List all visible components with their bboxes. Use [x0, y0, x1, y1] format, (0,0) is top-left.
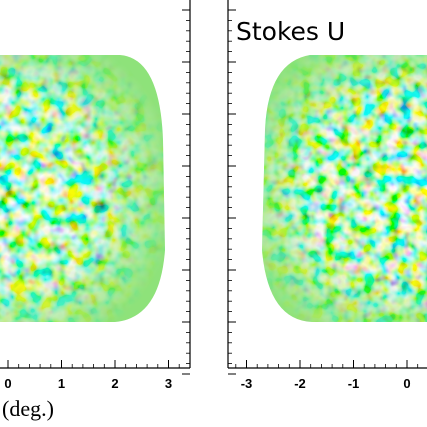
right-ticks: [228, 9, 419, 375]
x-tick-label: 2: [111, 376, 118, 391]
x-tick-label: 3: [165, 376, 172, 391]
x-tick-label: 0: [4, 376, 11, 391]
right-tick-labels: -3 -2 -1 0: [241, 376, 411, 391]
left-map-field: [0, 55, 165, 322]
left-ticks: [7, 9, 191, 375]
right-panel: [262, 55, 427, 322]
left-x-axis-label: (deg.): [2, 396, 54, 421]
left-panel: [0, 55, 165, 322]
right-panel-title: Stokes U: [236, 17, 345, 46]
x-tick-label: 0: [403, 376, 410, 391]
x-tick-label: -3: [241, 376, 253, 391]
x-tick-label: -2: [294, 376, 306, 391]
x-tick-label: 1: [58, 376, 65, 391]
left-tick-labels: 0 1 2 3: [4, 376, 172, 391]
right-map-field: [262, 55, 427, 322]
x-tick-label: -1: [348, 376, 360, 391]
